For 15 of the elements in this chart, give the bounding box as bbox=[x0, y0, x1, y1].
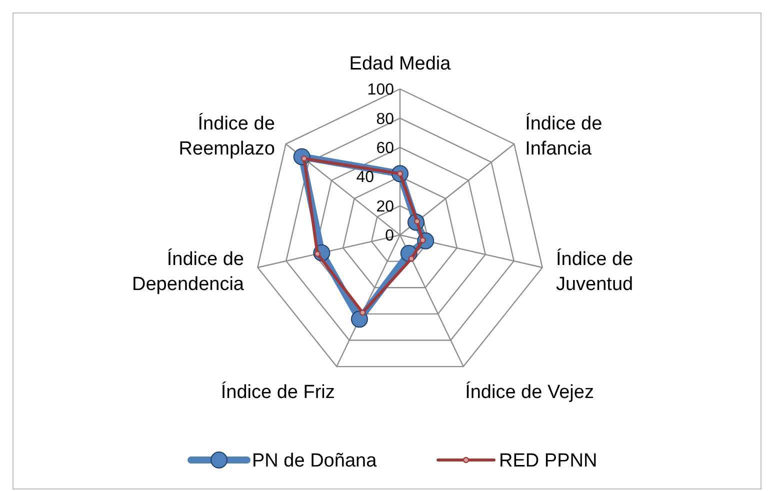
spoke-label: Índice de Reemplazo bbox=[178, 112, 275, 160]
spoke-label: Índice de Dependencia bbox=[132, 248, 244, 295]
spoke-label: Edad Media bbox=[349, 54, 452, 75]
legend-label: PN de Doñana bbox=[252, 450, 378, 472]
spoke-label: Índice de Infancia bbox=[525, 112, 602, 160]
y-tick-label: 80 bbox=[376, 110, 394, 128]
spoke-label: Índice de Friz bbox=[220, 381, 335, 404]
y-tick-label: 0 bbox=[385, 228, 394, 245]
spoke-label: Índice de Juventud bbox=[556, 248, 634, 295]
legend-label: RED PPNN bbox=[499, 450, 598, 472]
y-tick-label: 60 bbox=[376, 140, 394, 157]
y-tick-label: 20 bbox=[376, 198, 394, 216]
y-tick-label: 40 bbox=[356, 169, 374, 186]
y-tick-label: 100 bbox=[367, 82, 394, 99]
spoke-label: Índice de Vejez bbox=[465, 381, 594, 404]
